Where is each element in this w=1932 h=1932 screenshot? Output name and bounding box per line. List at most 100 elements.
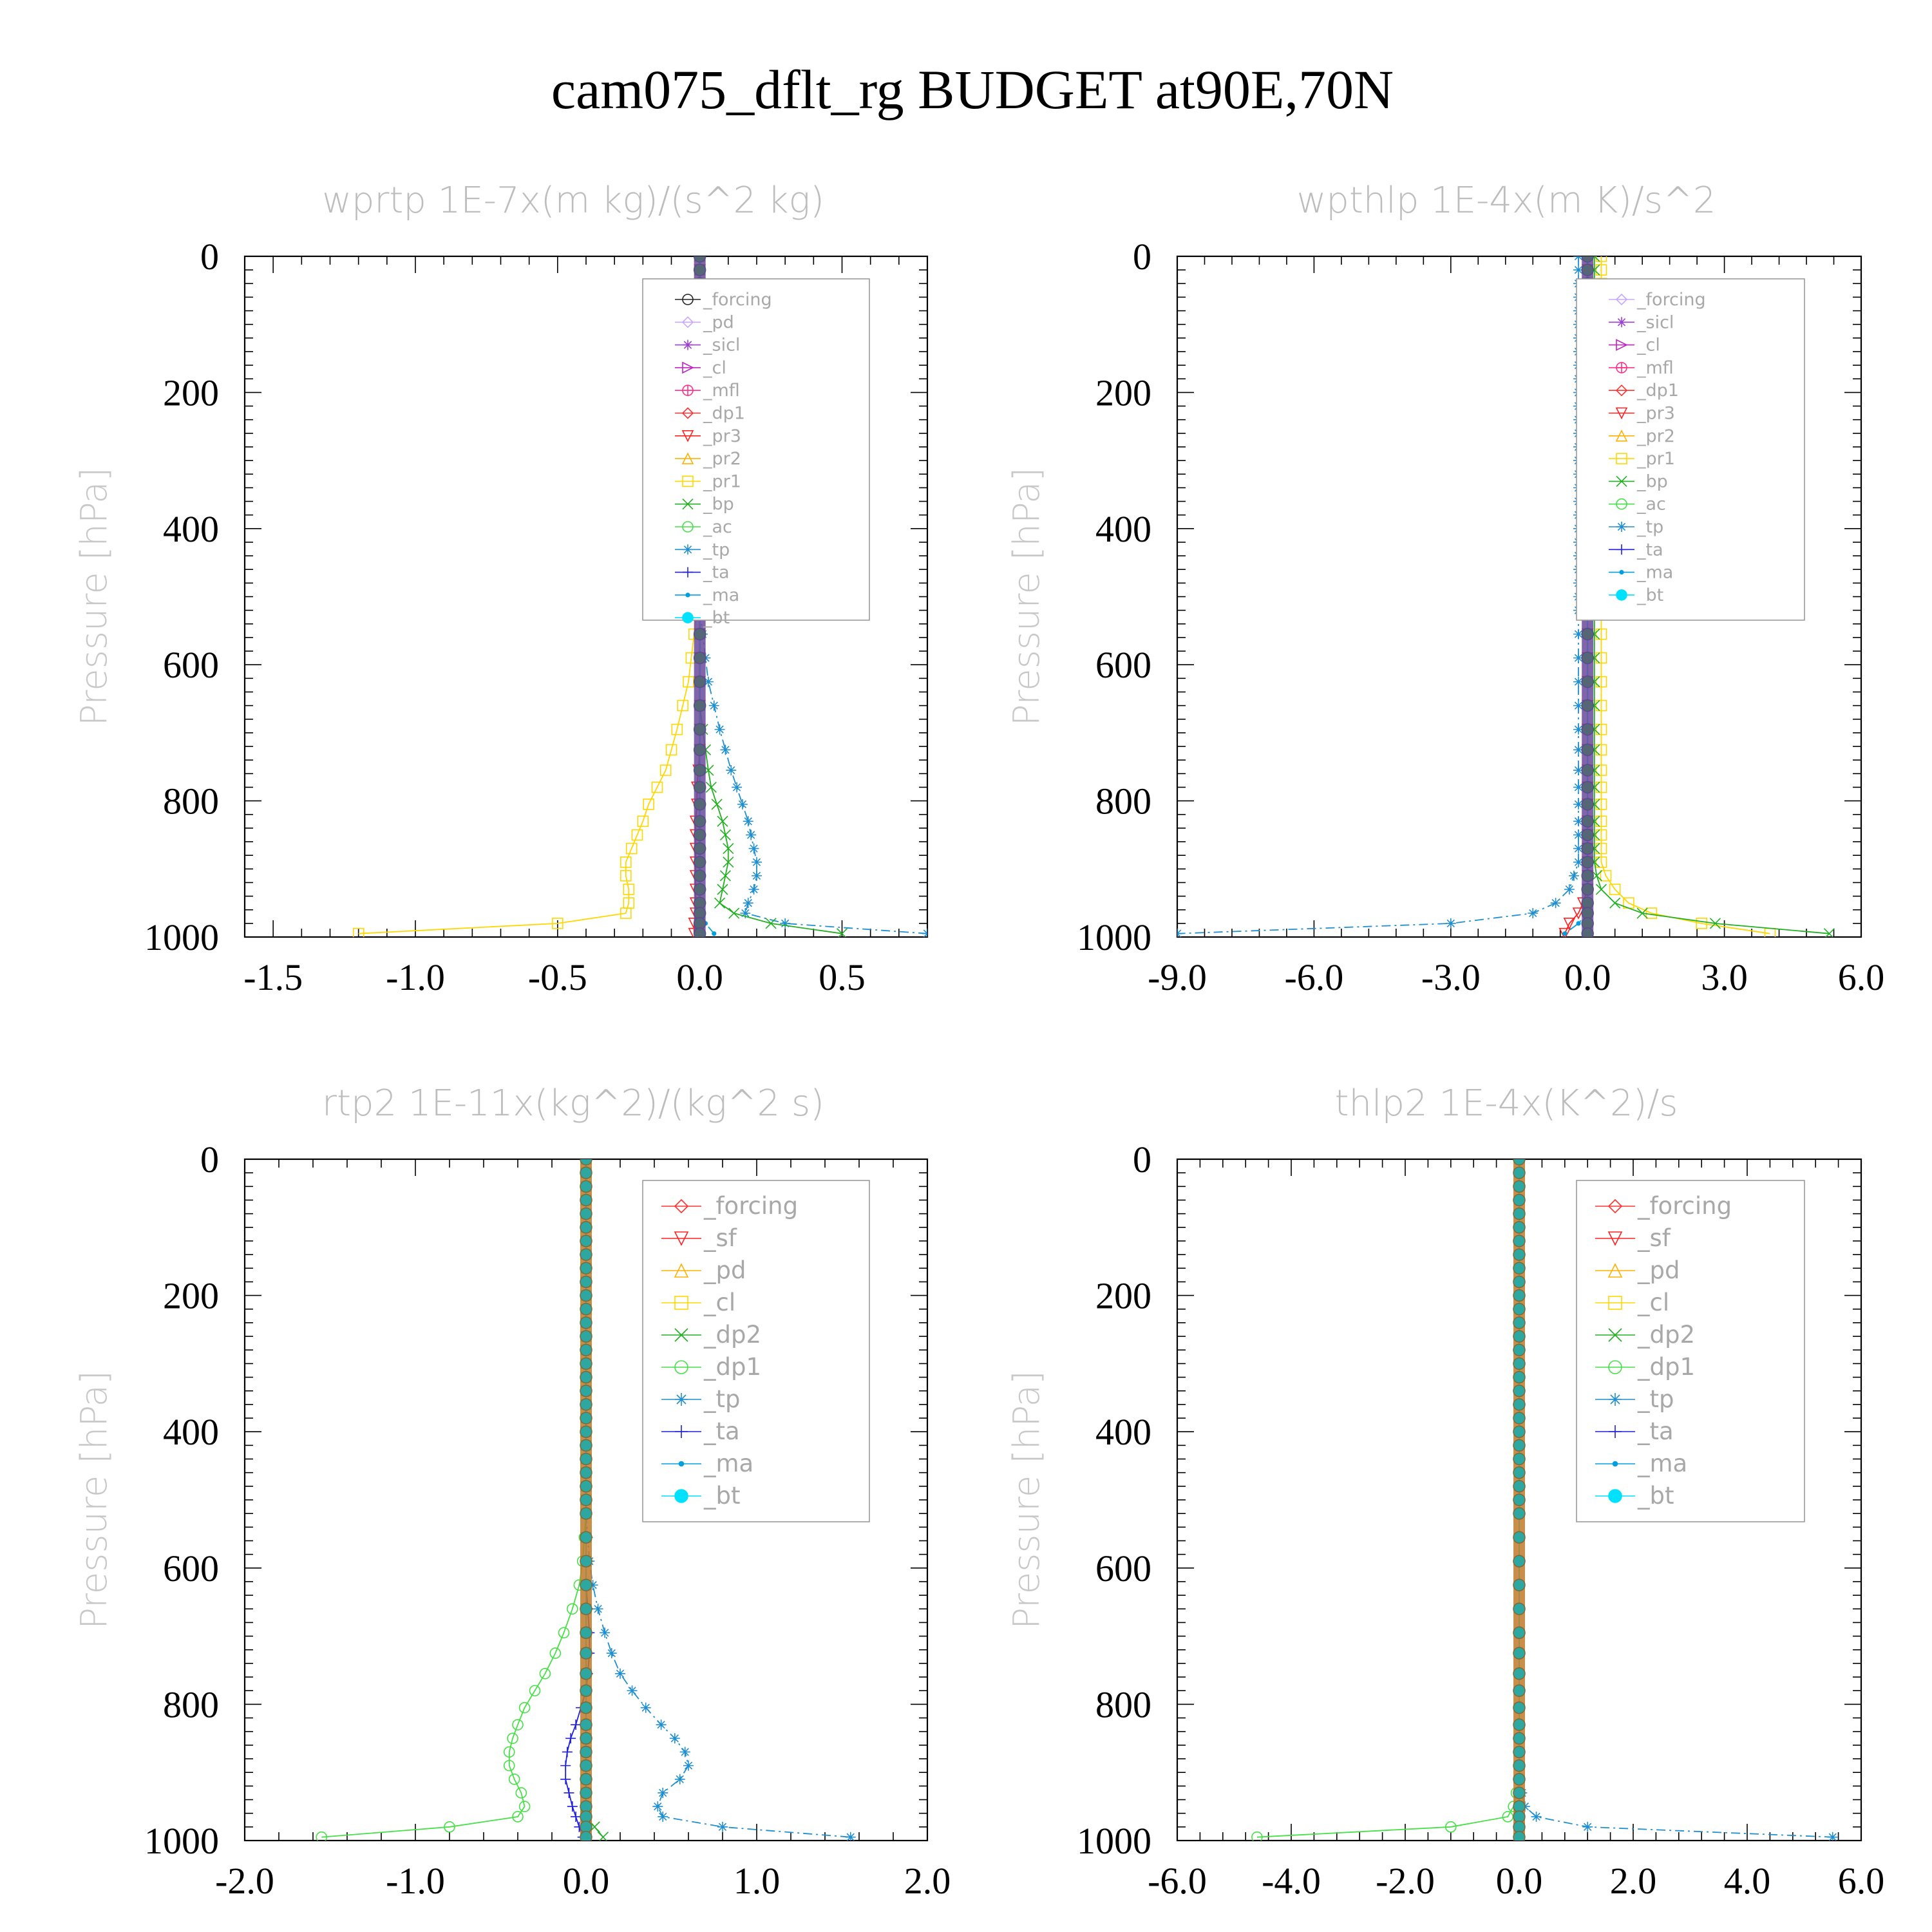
y-tick-label: 600	[163, 1548, 219, 1589]
legend-label: _pd	[1637, 1256, 1680, 1284]
data-point	[1823, 928, 1835, 937]
y-tick-label: 800	[163, 1683, 219, 1725]
legend-marker	[681, 316, 694, 328]
legend-label: _bt	[703, 608, 730, 628]
data-point	[765, 918, 777, 929]
data-point	[615, 1668, 625, 1679]
legend-marker	[1608, 1360, 1622, 1374]
y-tick-label: 400	[1095, 508, 1151, 550]
bt-point	[1581, 263, 1594, 276]
y-tick-label: 0	[1133, 236, 1151, 278]
bt-point	[1513, 1493, 1526, 1506]
data-point	[587, 1580, 598, 1591]
bt-point	[580, 1701, 592, 1714]
bt-point	[580, 1193, 592, 1207]
data-point	[567, 1801, 578, 1812]
data-point	[708, 700, 719, 711]
legend-marker	[1619, 569, 1624, 575]
data-point	[1595, 815, 1607, 828]
x-tick-label: -2.0	[1376, 1860, 1435, 1902]
bt-point	[580, 1773, 592, 1786]
data-point	[564, 1787, 574, 1798]
legend-label: _pr2	[703, 449, 741, 469]
data-point	[714, 897, 726, 909]
data-point	[705, 781, 717, 793]
x-tick-label: 0.5	[819, 956, 866, 998]
bt-point	[1513, 1384, 1526, 1397]
legend-label: _bt	[1637, 1482, 1674, 1510]
data-point	[518, 1701, 531, 1714]
bt-point	[1581, 743, 1594, 757]
data-point	[597, 1832, 609, 1841]
legend: _forcing _sf _pd _cl _dp2 _dp1 _tp _ta _ma _bt	[1576, 1180, 1805, 1522]
bt-point	[1513, 1647, 1526, 1660]
bt-point	[580, 1602, 592, 1616]
data-point	[503, 1759, 515, 1772]
data-point	[620, 856, 632, 868]
bt-point	[1513, 1207, 1526, 1220]
data-point	[549, 1647, 562, 1659]
bt-point	[1513, 1357, 1526, 1370]
bt-point	[1581, 781, 1594, 794]
data-point	[620, 870, 632, 882]
legend-label: _ta	[1637, 1417, 1674, 1445]
bt-point	[580, 1303, 592, 1316]
x-tick-label: -6.0	[1284, 956, 1343, 998]
legend-marker	[675, 1425, 688, 1438]
data-point	[1550, 898, 1561, 909]
data-point	[507, 1732, 518, 1745]
legend-label: _bt	[703, 1482, 741, 1510]
data-point	[1573, 700, 1584, 711]
legend-marker	[1616, 362, 1627, 374]
legend-label: _bp	[703, 495, 734, 515]
bt-point	[1581, 883, 1594, 896]
data-point	[1573, 857, 1584, 867]
data-point	[1595, 723, 1607, 735]
y-axis-label: Pressure [hPa]	[1006, 1370, 1048, 1629]
data-point	[1563, 918, 1576, 930]
bt-point	[693, 883, 706, 896]
data-point	[600, 1627, 611, 1638]
data-point	[1562, 931, 1567, 936]
legend-label: _ta	[1636, 540, 1663, 560]
panel-3: rtp2 1E-11x(kg^2)/(kg^2 s) Pressure [hPa]…	[73, 1083, 951, 1902]
data-point	[562, 1747, 573, 1757]
data-point	[640, 1702, 651, 1713]
legend-marker	[675, 1393, 688, 1406]
legend-marker	[1608, 1296, 1622, 1310]
x-tick-label: -6.0	[1148, 1860, 1207, 1902]
legend: _forcing_sicl _cl _mfl _dp1 _pr3_pr2 _pr1_bp _…	[1576, 278, 1805, 621]
bt-point	[1513, 1262, 1526, 1275]
bt-point	[1513, 1425, 1526, 1438]
data-point	[743, 898, 753, 909]
legend-label: _pr1	[703, 471, 741, 491]
data-point	[658, 1811, 668, 1822]
bt-point	[693, 764, 706, 777]
legend-marker	[1616, 498, 1627, 510]
bt-point	[580, 1830, 592, 1841]
data-point	[1595, 842, 1607, 855]
bt-point	[1513, 1718, 1526, 1731]
data-point	[658, 1787, 668, 1798]
y-tick-label: 600	[1095, 1548, 1151, 1589]
legend-label: _pr3	[1636, 404, 1675, 424]
data-point	[1528, 908, 1539, 919]
bt-point	[1513, 1830, 1526, 1841]
data-point	[1595, 764, 1607, 776]
bt-point	[580, 1166, 592, 1179]
data-point	[743, 816, 753, 827]
bt-point	[580, 1316, 592, 1329]
bt-point	[580, 1439, 592, 1452]
x-tick-label: -1.5	[243, 956, 303, 998]
legend-label: _ac	[1636, 495, 1666, 515]
legend-label: _dp2	[703, 1321, 761, 1349]
bt-point	[693, 675, 706, 688]
legend-marker	[1612, 1461, 1618, 1467]
y-tick-label: 200	[163, 372, 219, 413]
legend-marker	[683, 544, 693, 555]
bt-point	[580, 1531, 592, 1544]
x-tick-label: 2.0	[904, 1860, 951, 1902]
legend-label: _mfl	[1636, 358, 1674, 378]
data-point	[508, 1773, 520, 1785]
bt-point	[1513, 1555, 1526, 1567]
